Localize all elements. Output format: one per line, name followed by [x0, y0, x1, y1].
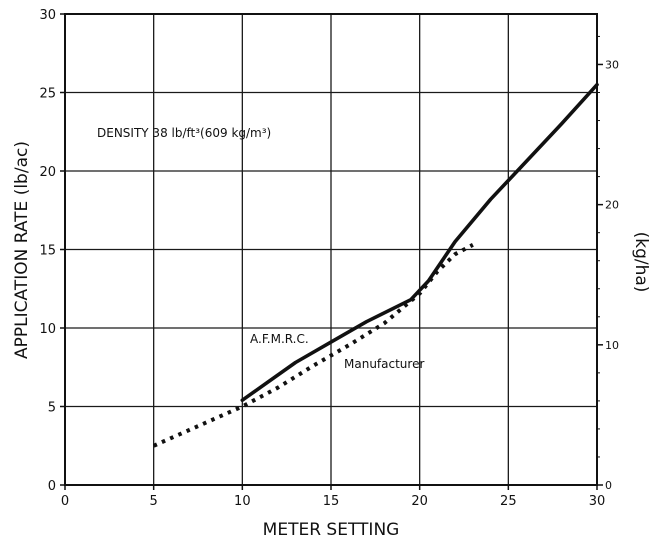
x-tick-label: 30 — [589, 494, 606, 509]
x-tick-label: 0 — [61, 494, 69, 509]
y-tick-label: 30 — [39, 8, 56, 23]
grid — [65, 14, 597, 485]
y-tick-label: 20 — [39, 165, 56, 180]
y2-tick-label: 30 — [605, 58, 619, 71]
x-axis-ticks: 0 5 10 15 20 25 30 — [61, 485, 605, 509]
y-axis-label: APPLICATION RATE (lb/ac) — [12, 141, 32, 359]
y-axis-ticks: 0 5 10 15 20 25 30 — [39, 8, 65, 494]
y-tick-label: 0 — [48, 479, 56, 494]
x-tick-label: 5 — [150, 494, 158, 509]
x-axis-label: METER SETTING — [263, 520, 400, 540]
y-tick-label: 25 — [39, 87, 56, 102]
y2-tick-label: 20 — [605, 199, 619, 212]
afmrc-annotation: A.F.M.R.C. — [250, 332, 309, 346]
y-tick-label: 10 — [39, 322, 56, 337]
series-group — [152, 82, 599, 448]
y-tick-label: 15 — [39, 244, 56, 259]
density-annotation: DENSITY 38 lb/ft³(609 kg/m³) — [97, 126, 271, 140]
series-line-afmrc — [240, 82, 599, 403]
x-tick-label: 25 — [500, 494, 517, 509]
y-tick-label: 5 — [48, 401, 56, 416]
series-line-manufacturer — [152, 243, 474, 448]
y2-axis-label: (kg/ha) — [631, 232, 651, 293]
y2-axis-ticks: 0 10 20 30 — [597, 35, 619, 492]
x-tick-label: 10 — [234, 494, 251, 509]
y2-tick-label: 0 — [605, 479, 612, 492]
x-tick-label: 15 — [323, 494, 340, 509]
y2-tick-label: 10 — [605, 339, 619, 352]
manufacturer-annotation: Manufacturer — [344, 357, 424, 371]
x-tick-label: 20 — [411, 494, 428, 509]
